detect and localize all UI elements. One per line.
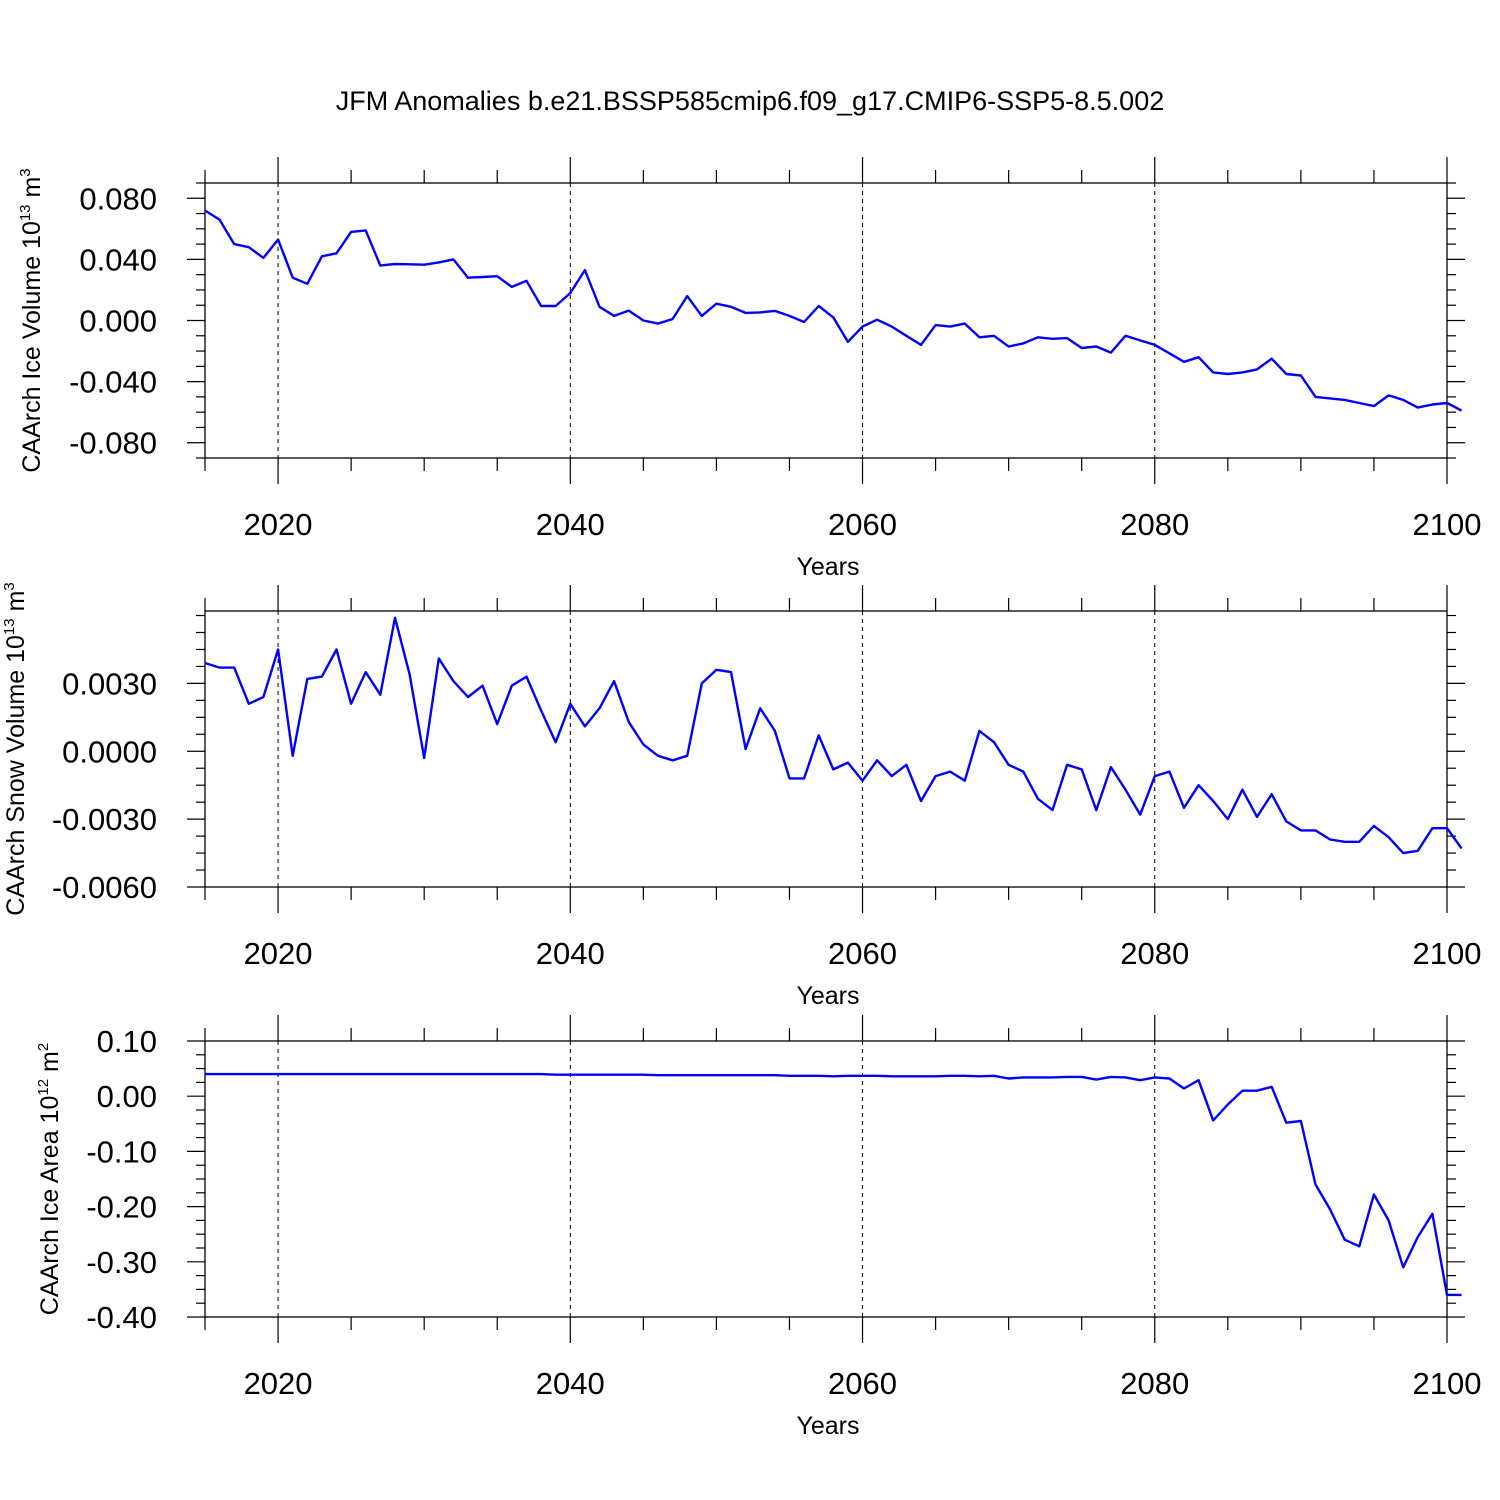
- y-axis-label: CAArch Ice Volume 1013 m3: [17, 168, 46, 472]
- chart-title: JFM Anomalies b.e21.BSSP585cmip6.f09_g17…: [336, 86, 1164, 116]
- y-tick-label: -0.0060: [52, 870, 157, 905]
- x-tick-label: 2060: [828, 1366, 897, 1401]
- x-tick-label: 2020: [244, 936, 313, 971]
- x-axis-label: Years: [796, 553, 859, 581]
- y-tick-label: -0.0030: [52, 802, 157, 837]
- x-tick-label: 2060: [828, 936, 897, 971]
- x-tick-label: 2040: [536, 1366, 605, 1401]
- panel-1: -0.080 -0.040 0.000 0.040 0.080 2020 2040 2060 2…: [17, 157, 1481, 581]
- y-tick-label: 0.0000: [62, 734, 157, 769]
- y-tick-label: 0.040: [79, 242, 157, 277]
- series-line: [204, 209, 1463, 412]
- x-tick-label: 2080: [1120, 1366, 1189, 1401]
- series-line: [204, 616, 1463, 855]
- plot-frame: [204, 1040, 1448, 1318]
- x-tick-label: 2100: [1413, 1366, 1482, 1401]
- plot-frame: [204, 610, 1448, 888]
- y-tick-label: -0.080: [69, 426, 157, 461]
- series-line: [205, 1072, 1462, 1297]
- x-tick-label: 2100: [1413, 936, 1482, 971]
- x-tick-label: 2080: [1120, 507, 1189, 542]
- y-tick-label: 0.080: [79, 181, 157, 216]
- y-axis-label: CAArch Snow Volume 1013 m3: [1, 582, 30, 916]
- y-tick-label: -0.40: [86, 1300, 157, 1335]
- x-tick-label: 2040: [536, 936, 605, 971]
- y-tick-label: -0.10: [86, 1134, 157, 1169]
- y-axis-label: CAArch Ice Area 1012 m2: [35, 1043, 64, 1315]
- y-tick-label: 0.10: [97, 1024, 157, 1059]
- x-tick-label: 2040: [536, 507, 605, 542]
- chart-panels: -0.080 -0.040 0.000 0.040 0.080 2020 2040 2060 2…: [1, 157, 1481, 1440]
- x-tick-label: 2100: [1413, 507, 1482, 542]
- y-tick-label: 0.0030: [62, 666, 157, 701]
- x-tick-label: 2020: [244, 507, 313, 542]
- x-tick-label: 2060: [828, 507, 897, 542]
- x-axis-label: Years: [796, 982, 859, 1010]
- y-tick-label: -0.20: [86, 1190, 157, 1225]
- panel-3: -0.40 -0.30 -0.20 -0.10 0.00 0.10 2020 2040 2060…: [35, 1015, 1481, 1440]
- y-tick-label: 0.000: [79, 304, 157, 339]
- y-tick-label: -0.30: [86, 1245, 157, 1280]
- x-tick-label: 2020: [244, 1366, 313, 1401]
- x-tick-label: 2080: [1120, 936, 1189, 971]
- y-tick-label: 0.00: [97, 1079, 157, 1114]
- panel-2: -0.0060 -0.0030 0.0000 0.0030 2020 2040 2060 20…: [1, 582, 1481, 1010]
- x-axis-label: Years: [796, 1412, 859, 1440]
- y-tick-label: -0.040: [69, 365, 157, 400]
- plot-frame: [204, 182, 1448, 459]
